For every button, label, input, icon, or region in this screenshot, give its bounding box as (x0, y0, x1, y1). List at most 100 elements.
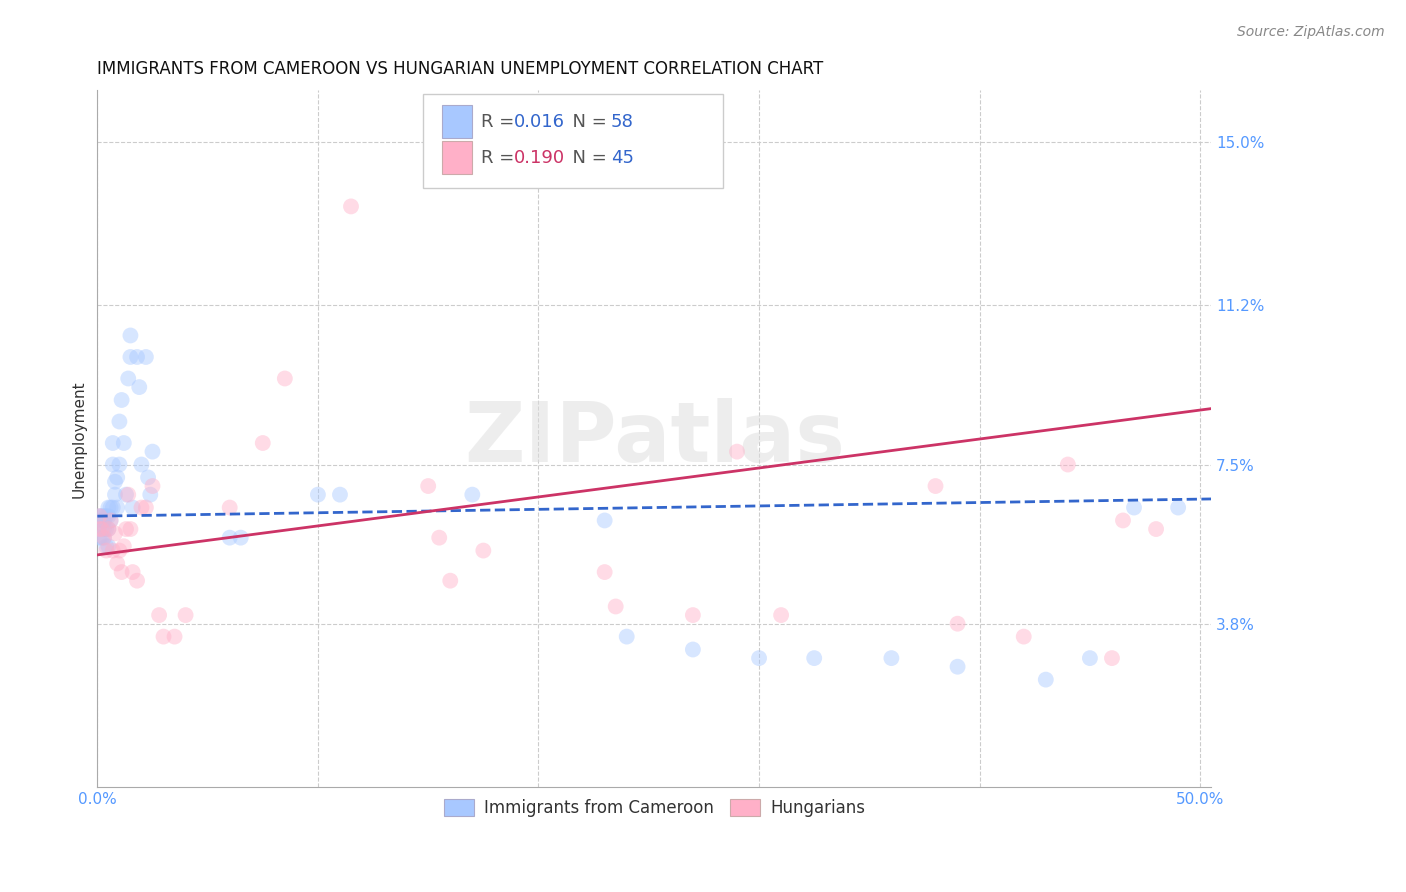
Point (770, 608, 793, 623)
Point (117, 371, 139, 385)
Point (1112, 513, 1135, 527)
Point (593, 565, 616, 579)
Point (148, 608, 170, 623)
FancyBboxPatch shape (441, 105, 471, 138)
Y-axis label: Unemployment: Unemployment (72, 380, 86, 498)
Point (1144, 522, 1167, 536)
Point (110, 392, 132, 407)
Point (340, 199, 363, 213)
Text: 0.190: 0.190 (515, 149, 565, 167)
Point (121, 500, 143, 515)
Text: IMMIGRANTS FROM CAMEROON VS HUNGARIAN UNEMPLOYMENT CORRELATION CHART: IMMIGRANTS FROM CAMEROON VS HUNGARIAN UN… (97, 60, 824, 78)
Point (115, 488, 138, 502)
Point (616, 630, 638, 644)
Point (101, 543, 124, 558)
Point (96, 539, 118, 553)
Point (104, 488, 127, 502)
Point (96, 522, 118, 536)
Point (90, 513, 112, 527)
Point (141, 444, 163, 458)
Point (748, 651, 770, 665)
Point (725, 444, 748, 458)
Point (96, 543, 118, 558)
Point (946, 659, 969, 673)
Point (252, 436, 274, 450)
Point (110, 565, 132, 579)
Point (682, 608, 704, 623)
Point (93, 509, 115, 524)
Point (96, 509, 118, 524)
Point (439, 574, 461, 588)
Point (152, 630, 174, 644)
Point (89, 509, 111, 524)
Point (461, 488, 484, 502)
Point (141, 479, 163, 493)
Point (136, 470, 159, 484)
Point (1078, 651, 1101, 665)
Point (101, 500, 124, 515)
Point (218, 500, 240, 515)
Text: 45: 45 (610, 149, 634, 167)
Point (121, 565, 143, 579)
Point (90, 522, 112, 536)
Point (605, 599, 627, 614)
Text: Source: ZipAtlas.com: Source: ZipAtlas.com (1237, 25, 1385, 39)
Point (682, 642, 704, 657)
Text: 0.016: 0.016 (515, 112, 565, 130)
Point (946, 616, 969, 631)
Point (117, 488, 139, 502)
FancyBboxPatch shape (441, 142, 471, 174)
Point (89, 522, 111, 536)
Point (101, 458, 124, 472)
Point (100, 513, 122, 527)
Point (1123, 500, 1146, 515)
Point (803, 651, 825, 665)
Point (139, 488, 162, 502)
Point (163, 630, 186, 644)
Point (924, 479, 946, 493)
Point (174, 608, 197, 623)
Point (131, 458, 153, 472)
Point (128, 380, 150, 394)
Point (93, 522, 115, 536)
Point (93, 531, 115, 545)
Point (472, 543, 495, 558)
Point (90, 531, 112, 545)
Point (105, 500, 128, 515)
Point (112, 436, 135, 450)
Point (880, 651, 903, 665)
Point (112, 539, 135, 553)
Point (135, 350, 157, 364)
Point (100, 513, 122, 527)
Point (274, 371, 297, 385)
Point (97, 539, 120, 553)
FancyBboxPatch shape (423, 94, 723, 188)
Point (229, 531, 252, 545)
Point (1101, 651, 1123, 665)
Point (125, 350, 148, 364)
Point (131, 500, 153, 515)
Point (135, 500, 157, 515)
Point (427, 531, 450, 545)
Point (105, 470, 128, 484)
Point (89, 531, 111, 545)
Point (90, 509, 112, 524)
Text: ZIPatlas: ZIPatlas (464, 398, 845, 479)
Point (97, 522, 120, 536)
Point (97, 509, 120, 524)
Point (329, 488, 352, 502)
Point (120, 522, 142, 536)
Point (100, 500, 122, 515)
Point (104, 475, 127, 489)
Point (93, 531, 115, 545)
Point (120, 350, 142, 364)
Point (1012, 630, 1035, 644)
Point (593, 513, 616, 527)
Text: N =: N = (561, 149, 612, 167)
Point (89, 509, 111, 524)
Point (1056, 458, 1078, 472)
Point (218, 531, 240, 545)
Point (108, 543, 131, 558)
Point (120, 328, 142, 343)
Point (115, 522, 138, 536)
